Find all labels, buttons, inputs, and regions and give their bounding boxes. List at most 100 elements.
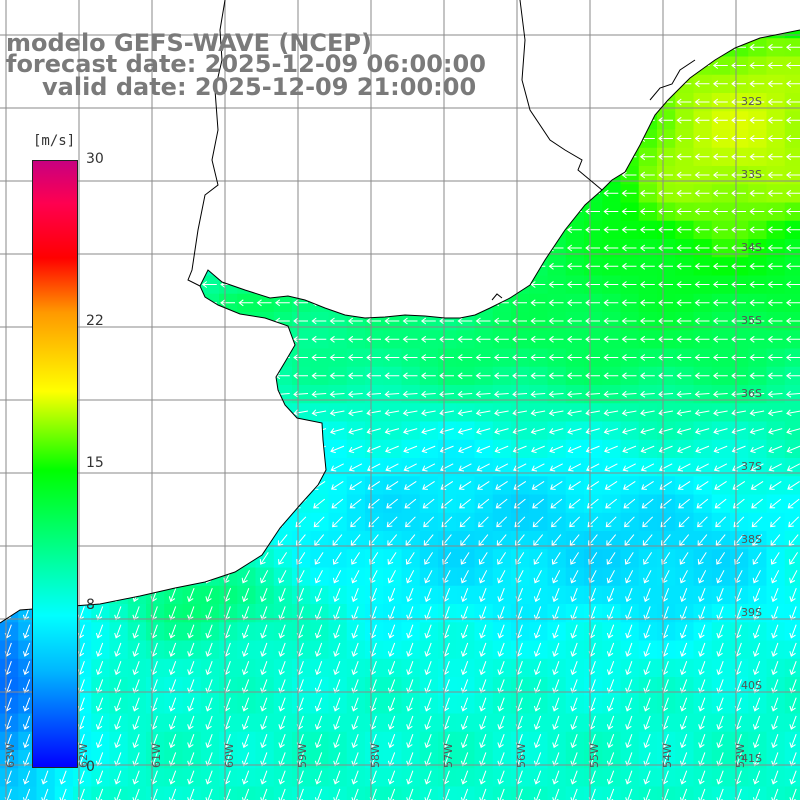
wind-arrow — [530, 354, 546, 361]
wind-arrow — [533, 679, 542, 694]
wind-arrow — [329, 354, 345, 361]
wind-arrow — [333, 570, 342, 584]
wind-arrow — [132, 661, 140, 676]
wind-arrow — [585, 390, 601, 398]
wind-speed-cell — [784, 567, 800, 587]
wind-arrow — [440, 480, 454, 490]
wind-arrow — [549, 463, 563, 472]
wind-speed-cell — [401, 512, 421, 532]
wind-arrow — [329, 335, 345, 343]
lat-label-37S: 37S — [741, 460, 762, 473]
wind-arrow — [585, 372, 600, 380]
wind-speed-cell — [310, 549, 329, 568]
wind-arrow — [311, 354, 327, 361]
wind-arrow — [533, 570, 542, 584]
wind-arrow — [333, 606, 341, 621]
wind-arrow — [278, 697, 286, 712]
wind-arrow — [497, 570, 506, 584]
wind-arrow — [570, 588, 578, 603]
wind-speed-cell — [565, 549, 585, 568]
wind-arrow — [293, 317, 308, 325]
wind-arrow — [311, 335, 327, 343]
wind-arrow — [531, 480, 545, 490]
wind-speed-cell — [237, 567, 256, 587]
wind-arrow — [313, 516, 325, 528]
wind-arrow — [205, 624, 213, 639]
lon-label-59W: 59W — [296, 743, 309, 768]
wind-arrow — [406, 715, 414, 730]
wind-arrow — [278, 642, 286, 657]
lon-label-61W: 61W — [150, 743, 163, 768]
wind-arrow — [406, 661, 414, 676]
wind-arrow — [424, 715, 432, 730]
wind-arrow — [187, 715, 195, 730]
wind-arrow — [457, 428, 473, 435]
wind-arrow — [260, 588, 268, 603]
wind-arrow — [585, 409, 600, 417]
wind-speed-cell — [310, 531, 329, 550]
wind-speed-cell — [711, 476, 731, 495]
wind-speed-cell — [328, 494, 348, 514]
lat-label-34S: 34S — [741, 241, 762, 254]
wind-arrow — [333, 642, 341, 657]
wind-arrow — [497, 588, 505, 603]
wind-arrow — [95, 661, 104, 676]
wind-arrow — [351, 679, 359, 694]
lat-label-39S: 39S — [741, 606, 762, 619]
wind-arrow — [479, 752, 487, 767]
wind-arrow — [168, 642, 177, 657]
wind-speed-cell — [711, 531, 731, 550]
wind-arrow — [260, 642, 268, 657]
lon-label-60W: 60W — [223, 743, 236, 768]
wind-arrow — [278, 752, 286, 767]
wind-arrow — [458, 445, 472, 454]
wind-arrow — [333, 588, 341, 603]
wind-speed-cell — [438, 549, 457, 568]
wind-arrow — [439, 428, 454, 435]
wind-speed-cell — [529, 549, 548, 568]
wind-arrow — [424, 588, 432, 603]
wind-arrow — [384, 354, 400, 361]
wind-arrow — [351, 752, 359, 767]
wind-speed-cell — [438, 458, 457, 477]
wind-speed-cell — [748, 476, 767, 495]
wind-speed-cell — [711, 458, 731, 477]
wind-speed-cell — [492, 549, 512, 568]
wind-arrow — [314, 570, 323, 584]
wind-arrow — [552, 661, 560, 676]
wind-arrow — [293, 354, 308, 361]
wind-arrow — [475, 390, 491, 398]
wind-speed-cell — [346, 512, 366, 532]
wind-arrow — [533, 534, 544, 547]
wind-arrow — [531, 445, 545, 454]
lon-label-63W: 63W — [4, 743, 17, 768]
wind-arrow — [497, 661, 505, 676]
wind-arrow — [406, 570, 415, 584]
wind-speed-cell — [784, 531, 800, 550]
wind-arrow — [403, 463, 417, 472]
wind-arrow — [476, 428, 491, 435]
wind-speed-cell — [292, 512, 311, 532]
wind-arrow — [570, 752, 578, 767]
wind-arrow — [479, 679, 487, 694]
wind-arrow — [348, 428, 363, 435]
wind-speed-cell — [602, 476, 621, 495]
wind-speed-cell — [675, 512, 694, 532]
wind-arrow — [384, 409, 400, 417]
wind-speed-cell — [675, 549, 694, 568]
wind-arrow — [347, 335, 363, 343]
wind-arrow — [550, 480, 563, 490]
wind-arrow — [41, 770, 49, 785]
wind-arrow — [351, 715, 359, 730]
wind-arrow — [406, 679, 414, 694]
wind-speed-cell — [438, 494, 457, 514]
wind-speed-cell — [748, 512, 767, 532]
wind-arrow — [570, 679, 578, 694]
wind-arrow — [260, 624, 268, 639]
wind-speed-cell — [310, 494, 329, 514]
wind-arrow — [493, 372, 509, 380]
wind-arrow — [114, 606, 122, 621]
wind-arrow — [387, 752, 396, 767]
wind-arrow — [479, 715, 487, 730]
wind-arrow — [570, 642, 578, 657]
